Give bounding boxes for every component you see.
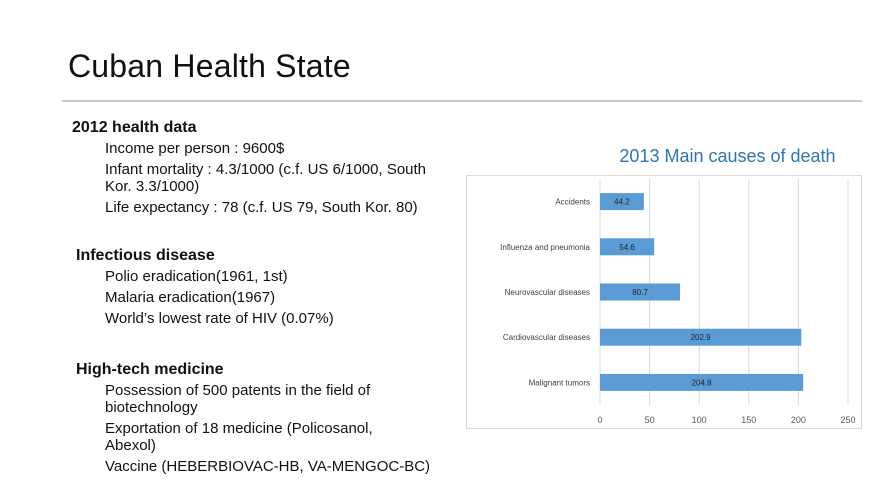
bar [600,193,644,211]
section-heading: Infectious disease [76,247,215,264]
data-label: 202.9 [691,333,712,342]
x-tick-label: 100 [692,415,707,425]
category-label: Accidents [555,198,590,207]
category-label: Neurovascular diseases [505,288,590,297]
bar [600,283,681,301]
list-item: Life expectancy : 78 (c.f. US 79, South … [105,199,418,216]
x-tick-label: 0 [597,415,602,425]
bullet-list: Income per person : 9600$ Infant mortali… [72,140,462,216]
bar [600,238,655,256]
section-health-data: 2012 health data Income per person : 960… [72,118,462,220]
title-divider [62,100,862,102]
bullet-list: Possession of 500 patents in the field o… [76,382,466,475]
list-item: Exportation of 18 medicine (Policosanol,… [105,420,373,454]
bar [600,328,802,346]
bullet-list: Polio eradication(1961, 1st) Malaria era… [76,268,466,327]
list-item: Infant mortality : 4.3/1000 (c.f. US 6/1… [105,161,427,195]
category-label: Malignant tumors [529,378,590,387]
data-label: 80.7 [632,288,648,297]
x-tick-label: 200 [791,415,806,425]
section-heading: 2012 health data [72,119,197,136]
category-label: Cardiovascular diseases [503,333,590,342]
list-item: Income per person : 9600$ [105,140,285,157]
x-tick-label: 50 [645,415,655,425]
section-high-tech-medicine: High-tech medicine Possession of 500 pat… [76,360,466,479]
bar [600,373,804,391]
category-label: Influenza and pneumonia [500,243,590,252]
x-tick-label: 150 [741,415,756,425]
data-label: 204.8 [692,378,713,387]
chart-title: 2013 Main causes of death [619,146,836,166]
data-label: 54.6 [619,243,635,252]
section-infectious-disease: Infectious disease Polio eradication(196… [76,246,466,331]
data-label: 44.2 [614,198,630,207]
list-item: Polio eradication(1961, 1st) [105,268,288,285]
list-item: Malaria eradication(1967) [105,289,276,306]
list-item: Possession of 500 patents in the field o… [105,382,371,416]
bar-chart: 0 50 100 150 200 250 Accidents 44.2 Influenza an… [500,179,856,425]
list-item: World’s lowest rate of HIV (0.07%) [105,310,334,327]
x-tick-label: 250 [840,415,855,425]
slide-title: Cuban Health State [68,48,351,84]
list-item: Vaccine (HEBERBIOVAC-HB, VA-MENGOC-BC) [105,458,431,475]
section-heading: High-tech medicine [76,361,224,378]
